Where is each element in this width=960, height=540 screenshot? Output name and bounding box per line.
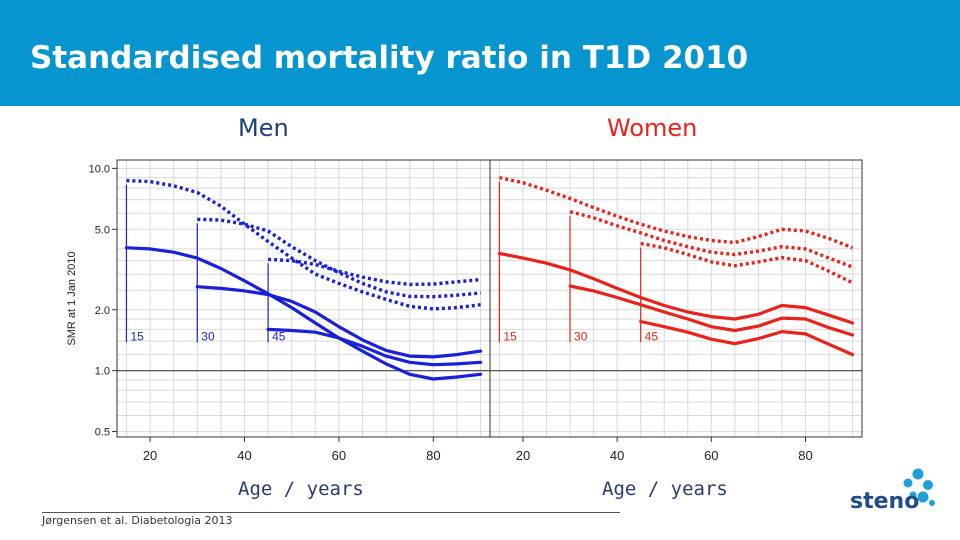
men-cohort-30-line bbox=[195, 285, 483, 359]
women-panel-heading: Women bbox=[607, 114, 698, 142]
y-tick-label: 5.0 bbox=[95, 224, 110, 236]
women-cohort-30-label: 30 bbox=[574, 329, 588, 343]
y-axis-label: SMR at 1 Jan 2010 bbox=[66, 251, 78, 345]
women-cohort-30-line bbox=[568, 284, 855, 337]
women-x-tick-label: 20 bbox=[516, 448, 530, 463]
men-x-tick-label: 40 bbox=[237, 448, 251, 463]
y-tick-label: 1.0 bbox=[95, 366, 110, 378]
men-cohort-30-label: 30 bbox=[201, 329, 215, 343]
men-cohort-15-label: 15 bbox=[130, 329, 144, 343]
men-x-tick-label: 80 bbox=[426, 448, 440, 463]
men-x-axis-label: Age / years bbox=[238, 478, 364, 500]
men-panel-heading: Men bbox=[238, 114, 289, 142]
y-tick-label: 0.5 bbox=[95, 427, 110, 439]
women-x-tick-label: 40 bbox=[610, 448, 624, 463]
men-cohort-45-label: 45 bbox=[272, 329, 286, 343]
women-cohort-30-upper-line bbox=[569, 210, 854, 269]
women-x-axis-label: Age / years bbox=[602, 478, 728, 500]
women-cohort-45-line bbox=[639, 319, 855, 357]
citation: Jørgensen et al. Diabetologia 2013 bbox=[42, 514, 233, 527]
men-cohort-30-upper-line bbox=[197, 217, 481, 299]
women-x-tick-label: 80 bbox=[798, 448, 812, 463]
women-cohort-15-upper-line bbox=[499, 175, 854, 250]
men-x-tick-label: 20 bbox=[143, 448, 157, 463]
women-cohort-15-line bbox=[497, 251, 855, 325]
y-tick-label: 10.0 bbox=[89, 163, 110, 175]
men-plot-frame bbox=[116, 159, 491, 438]
men-cohort-45-upper-line bbox=[268, 257, 481, 287]
men-x-tick-label: 60 bbox=[332, 448, 346, 463]
title-banner: Standardised mortality ratio in T1D 2010 bbox=[0, 0, 960, 106]
women-x-tick-label: 60 bbox=[704, 448, 718, 463]
y-tick-label: 2.0 bbox=[95, 305, 110, 317]
footer-rule bbox=[42, 512, 620, 513]
women-cohort-45-upper-line bbox=[640, 241, 854, 285]
logo-wordmark: steno bbox=[850, 489, 919, 514]
women-cohort-15-label: 15 bbox=[503, 329, 517, 343]
slide-title: Standardised mortality ratio in T1D 2010 bbox=[30, 40, 749, 76]
steno-logo: steno bbox=[850, 468, 935, 514]
women-plot-frame bbox=[489, 159, 863, 438]
men-cohort-15-line bbox=[124, 246, 483, 381]
men-cohort-45-line bbox=[266, 327, 483, 367]
women-cohort-45-label: 45 bbox=[645, 329, 659, 343]
snowflake-icon bbox=[903, 468, 935, 506]
